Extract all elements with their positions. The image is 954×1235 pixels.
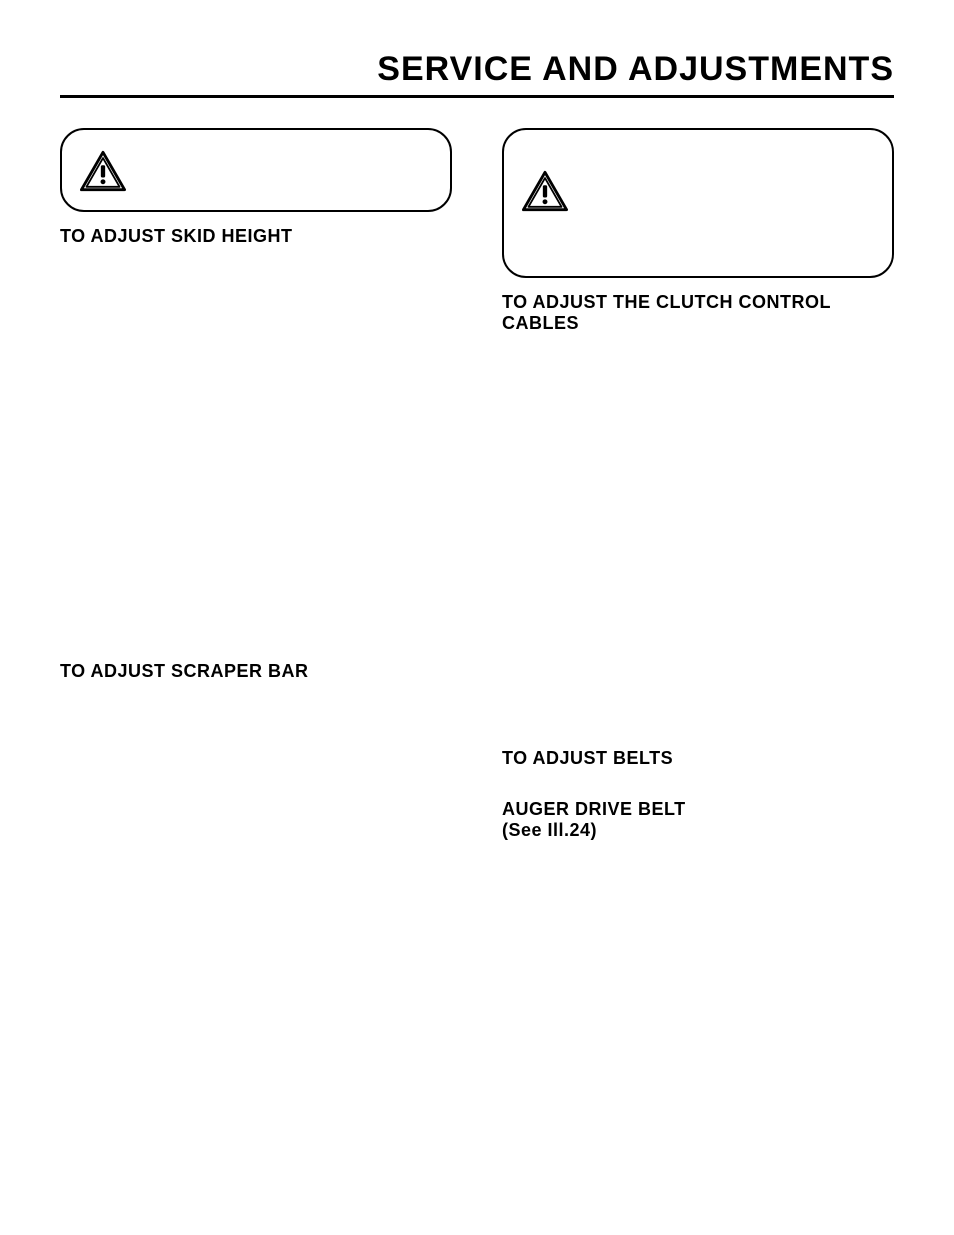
- page-title: SERVICE AND ADJUSTMENTS: [60, 50, 894, 89]
- heading-adjust-skid-height: TO ADJUST SKID HEIGHT: [60, 226, 452, 247]
- heading-adjust-clutch-cables: TO ADJUST THE CLUTCH CONTROL CABLES: [502, 292, 894, 334]
- heading-adjust-belts: TO ADJUST BELTS: [502, 748, 894, 769]
- caution-box-right: [502, 128, 894, 278]
- right-column: TO ADJUST THE CLUTCH CONTROL CABLES TO A…: [502, 128, 894, 841]
- two-column-layout: TO ADJUST SKID HEIGHT TO ADJUST SCRAPER …: [60, 128, 894, 841]
- warning-icon: [522, 170, 568, 212]
- caution-box-left: [60, 128, 452, 212]
- heading-auger-drive-belt-line2: (See Ill.24): [502, 820, 894, 841]
- warning-icon: [80, 150, 126, 192]
- heading-auger-drive-belt-line1: AUGER DRIVE BELT: [502, 799, 894, 820]
- left-column: TO ADJUST SKID HEIGHT TO ADJUST SCRAPER …: [60, 128, 452, 841]
- heading-adjust-scraper-bar: TO ADJUST SCRAPER BAR: [60, 661, 452, 682]
- title-rule: [60, 95, 894, 98]
